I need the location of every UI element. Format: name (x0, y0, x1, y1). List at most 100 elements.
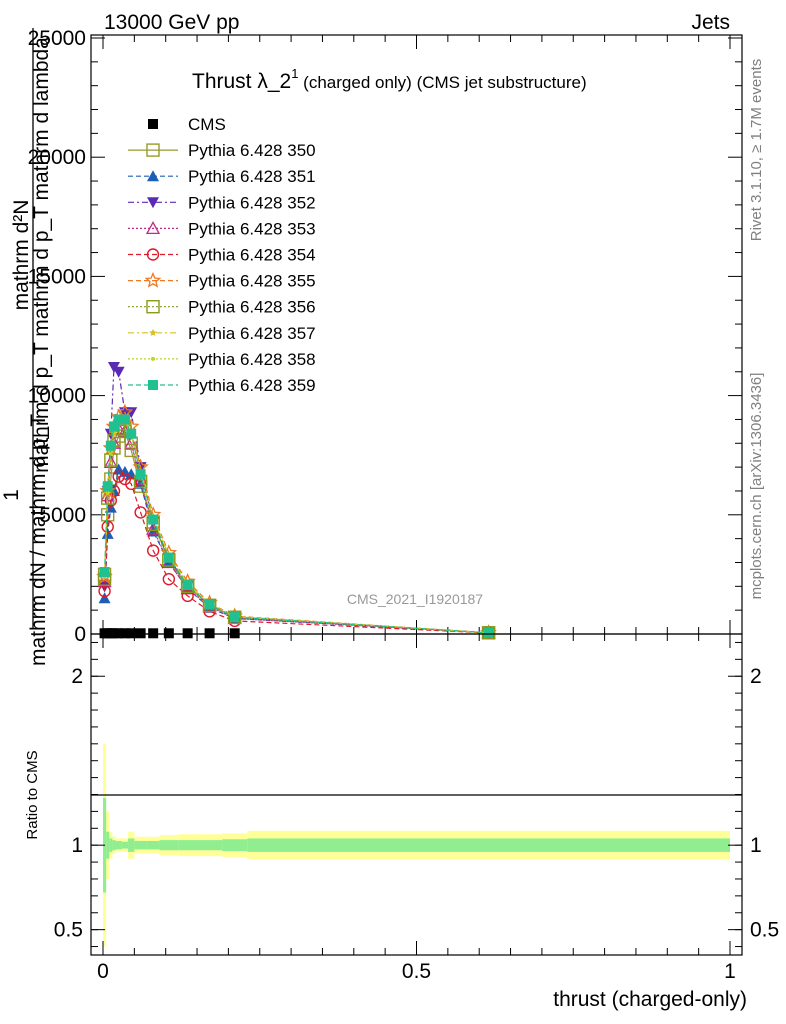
x-tick-label: 0 (97, 960, 109, 983)
y-axis-label: mathrm d²N 1 mathrm d p_T mathrm d p_T m… (0, 28, 53, 666)
data-point (162, 572, 176, 586)
legend-item: Pythia 6.428 357 (128, 324, 316, 343)
data-point (146, 544, 160, 557)
legend-item: Pythia 6.428 354 (128, 246, 316, 265)
ratio-inner-band (247, 838, 730, 852)
data-point (126, 628, 137, 639)
series-pythia-6-428-359 (99, 414, 494, 638)
y-tick-label: 10000 (28, 385, 86, 408)
legend-marker (151, 356, 155, 361)
series-pythia-6-428-354 (98, 470, 495, 640)
ratio-y-tick-label: 2 (71, 665, 83, 688)
data-point (112, 366, 125, 378)
legend-marker (146, 300, 160, 314)
x-tick-label: 1 (724, 960, 736, 983)
ratio-y-label: Ratio to CMS (24, 750, 41, 839)
data-point (148, 514, 159, 525)
legend-label: Pythia 6.428 355 (188, 272, 316, 291)
ratio-inner-band (197, 840, 223, 851)
legend-label: Pythia 6.428 350 (188, 141, 316, 160)
legend-label: Pythia 6.428 352 (188, 193, 316, 212)
data-point (204, 628, 215, 639)
ratio-inner-band (159, 840, 179, 851)
data-point (229, 628, 240, 639)
legend-label: Pythia 6.428 354 (188, 246, 316, 265)
header-left: 13000 GeV pp (104, 11, 239, 34)
y-tick-label: 5000 (39, 504, 86, 527)
legend-marker (145, 221, 161, 235)
data-point (163, 552, 174, 563)
data-point (229, 612, 240, 623)
ratio-inner-band (106, 831, 110, 859)
y-axis-denominator: mathrm dN / mathrm d p_T (27, 414, 50, 666)
data-point (146, 521, 161, 535)
chart-title-main: Thrust λ_2 (192, 70, 291, 93)
legend-label: Pythia 6.428 358 (188, 350, 316, 369)
legend-item: CMS (148, 115, 226, 134)
data-point (113, 414, 124, 425)
legend: CMS Pythia 6.428 350 Pythia 6.428 351 Pythi… (128, 115, 316, 395)
data-point (483, 627, 494, 638)
ratio-y-tick-label-right: 2 (750, 665, 762, 688)
data-point (113, 628, 124, 639)
data-point (119, 414, 130, 425)
header-right: Jets (691, 11, 730, 34)
series-cms (99, 628, 240, 639)
ratio-inner-band (115, 840, 122, 850)
ratio-panel: 0.5 0.5 1 1 2 2 0 0.5 1 Ratio to CMS thrust (cha… (24, 633, 779, 1011)
legend-label: CMS (188, 115, 226, 134)
legend-marker (144, 271, 162, 288)
ratio-inner-band (109, 838, 113, 852)
data-point (182, 628, 193, 639)
data-point (182, 580, 193, 591)
legend-marker (147, 170, 159, 182)
legend-marker (148, 119, 158, 129)
data-point (148, 628, 159, 639)
main-panel: 0 5000 10000 15000 20000 25000 CMS_2021_I1920… (28, 27, 743, 646)
ratio-inner-band (222, 839, 248, 852)
chart-watermark: CMS_2021_I1920187 (347, 591, 483, 607)
ratio-y-tick-label: 1 (71, 834, 83, 857)
data-point (202, 598, 217, 613)
legend-item: Pythia 6.428 350 (128, 141, 316, 160)
legend-marker (148, 380, 158, 390)
rivet-label: Rivet 3.1.10, ≥ 1.7M events (748, 59, 765, 242)
legend-item: Pythia 6.428 359 (128, 376, 316, 395)
data-point (126, 428, 137, 439)
data-point (124, 435, 139, 449)
ratio-inner-band (178, 840, 198, 851)
ratio-y-tick-label: 0.5 (54, 919, 83, 942)
ratio-y-tick-label-right: 1 (750, 834, 762, 857)
legend-marker (146, 248, 160, 261)
y-tick-label: 0 (74, 623, 86, 646)
legend-item: Pythia 6.428 358 (128, 350, 316, 369)
ratio-bands (103, 743, 730, 947)
legend-marker (149, 328, 157, 336)
data-point (107, 448, 115, 457)
data-point (103, 454, 118, 469)
legend-marker (146, 143, 160, 157)
data-point (135, 469, 146, 480)
chart-title-rest: (charged only) (CMS jet substructure) (298, 73, 586, 92)
series-line (104, 428, 489, 634)
data-point (99, 567, 110, 578)
x-axis-label: thrust (charged-only) (553, 988, 747, 1011)
y-axis-middle: mathrm d p_T mathrm d p_T mathrm d lambd… (30, 37, 53, 473)
legend-label: Pythia 6.428 356 (188, 298, 316, 317)
main-axis-ticks: 0 5000 10000 15000 20000 25000 (28, 27, 742, 646)
ratio-y-tick-label-right: 0.5 (750, 919, 779, 942)
legend-marker (147, 197, 159, 209)
mcplots-label: mcplots.cern.ch [arXiv:1306.3436] (748, 373, 765, 600)
y-axis-one: 1 (0, 489, 23, 501)
y-tick-label: 15000 (28, 265, 86, 288)
ratio-axis-ticks: 0.5 0.5 1 1 2 2 0 0.5 1 (54, 634, 779, 983)
data-point (108, 421, 119, 432)
y-axis-numerator: mathrm d²N (10, 200, 33, 311)
legend-label: Pythia 6.428 359 (188, 376, 316, 395)
ratio-inner-band (121, 841, 129, 849)
data-point (101, 520, 114, 533)
data-point (98, 592, 111, 604)
y-tick-label: 20000 (28, 146, 86, 169)
chart-title-sup: 1 (291, 66, 298, 81)
legend-item: Pythia 6.428 352 (128, 193, 316, 212)
